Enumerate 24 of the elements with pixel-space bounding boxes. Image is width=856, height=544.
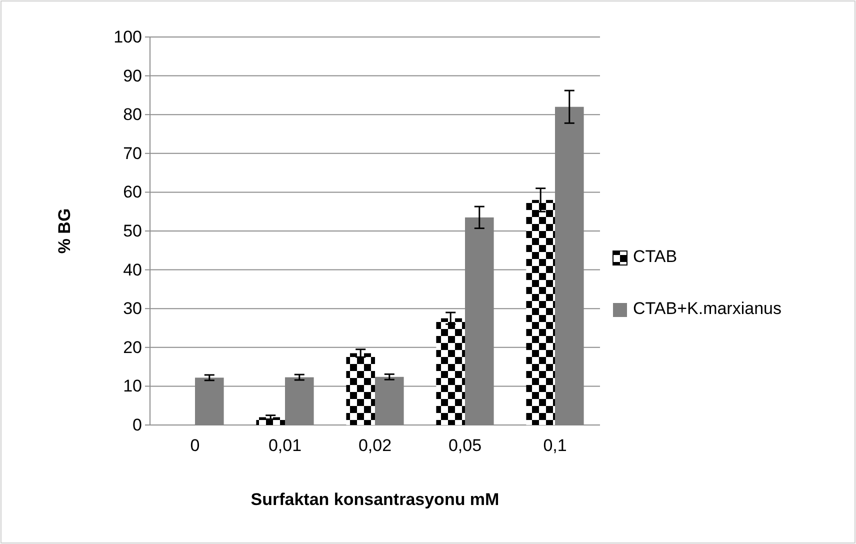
x-tick-label: 0,01 [268, 436, 302, 456]
y-tick-label: 80 [123, 105, 142, 124]
y-tick-label: 40 [123, 260, 142, 280]
y-tick-label: 0 [132, 415, 142, 434]
y-tick-label: 50 [123, 221, 142, 240]
x-tick-label: 0 [190, 436, 200, 456]
legend-label: CTAB+K.marxianus [633, 299, 782, 318]
y-axis-title: % BG [55, 208, 74, 254]
x-axis-title: Surfaktan konsantrasyonu mM [250, 490, 500, 509]
y-tick-label: 10 [123, 376, 142, 396]
x-tick-label: 0,02 [358, 436, 392, 456]
y-tick-label: 60 [123, 182, 142, 202]
y-tick-label: 70 [123, 144, 142, 163]
y-tick-label: 100 [114, 27, 142, 46]
y-tick-label: 20 [123, 338, 142, 357]
bar [256, 417, 285, 425]
bar [526, 200, 555, 425]
bar [436, 318, 465, 425]
legend-label: CTAB [633, 247, 678, 266]
x-tick-label: 0,1 [543, 436, 567, 456]
bar [346, 353, 375, 425]
x-tick-label: 0,05 [448, 436, 482, 456]
y-tick-label: 90 [123, 66, 142, 86]
y-tick-label: 30 [123, 299, 142, 318]
